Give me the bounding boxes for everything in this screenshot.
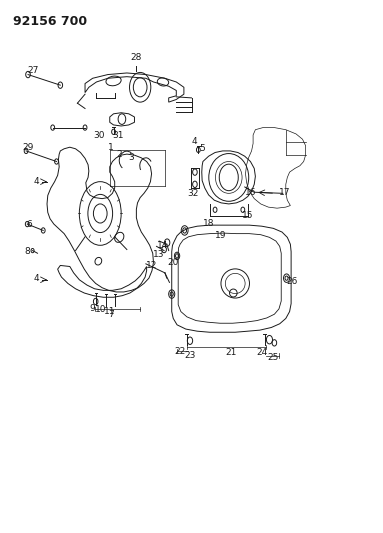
Text: 92156 700: 92156 700 bbox=[13, 14, 87, 28]
Text: 29: 29 bbox=[22, 143, 34, 152]
Text: 14: 14 bbox=[157, 241, 169, 250]
Text: 25: 25 bbox=[268, 353, 279, 362]
Text: 9: 9 bbox=[89, 304, 95, 313]
Text: 3: 3 bbox=[129, 154, 134, 163]
Text: 6: 6 bbox=[26, 220, 32, 229]
Text: 15: 15 bbox=[242, 211, 254, 220]
Text: 31: 31 bbox=[113, 131, 124, 140]
Text: 10: 10 bbox=[95, 305, 107, 314]
Text: 1: 1 bbox=[108, 143, 114, 152]
Text: 30: 30 bbox=[94, 131, 105, 140]
Text: 27: 27 bbox=[27, 66, 38, 75]
Text: 28: 28 bbox=[131, 53, 142, 62]
Text: 8: 8 bbox=[25, 247, 30, 256]
Text: 4: 4 bbox=[34, 273, 39, 282]
Text: 19: 19 bbox=[215, 231, 227, 240]
Text: 20: 20 bbox=[167, 258, 179, 266]
Text: 18: 18 bbox=[203, 219, 214, 228]
Text: 11: 11 bbox=[104, 306, 116, 316]
Text: 16: 16 bbox=[245, 188, 256, 197]
Text: 17: 17 bbox=[279, 188, 290, 197]
Text: 32: 32 bbox=[188, 189, 199, 198]
Text: 23: 23 bbox=[184, 351, 195, 360]
Text: 22: 22 bbox=[175, 347, 186, 356]
Text: 2: 2 bbox=[116, 150, 122, 159]
Text: 24: 24 bbox=[256, 348, 267, 357]
Text: 7: 7 bbox=[108, 310, 114, 319]
Text: 26: 26 bbox=[286, 277, 298, 286]
Text: 4: 4 bbox=[192, 138, 197, 147]
Text: 21: 21 bbox=[226, 348, 237, 357]
Text: 13: 13 bbox=[154, 251, 165, 260]
Text: 5: 5 bbox=[199, 144, 205, 154]
Text: 4: 4 bbox=[34, 177, 39, 186]
Text: 12: 12 bbox=[146, 261, 157, 270]
